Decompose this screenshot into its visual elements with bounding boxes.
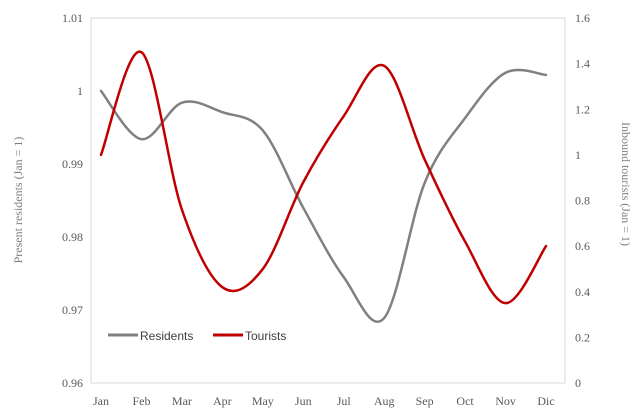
series-line-residents — [99, 68, 548, 323]
left-tick-label: 0.98 — [62, 230, 83, 244]
right-tick-label: 1.4 — [575, 57, 590, 71]
legend-label-tourists: Tourists — [245, 329, 286, 343]
series-line-tourists — [99, 50, 548, 305]
right-tick-label: 1.2 — [575, 102, 590, 116]
x-tick-label: Jan — [93, 394, 109, 408]
right-tick-label: 0 — [575, 376, 581, 390]
left-tick-label: 1 — [77, 84, 83, 98]
right-axis-ticks: 0 0.2 0.4 0.6 0.8 1 1.2 1.4 1.6 — [575, 11, 590, 390]
legend: Residents Tourists — [108, 329, 286, 343]
left-tick-label: 1.01 — [62, 11, 83, 25]
left-tick-label: 0.96 — [62, 376, 83, 390]
right-tick-label: 0.4 — [575, 285, 590, 299]
x-tick-label: Dic — [537, 394, 554, 408]
x-tick-label: Aug — [374, 394, 395, 408]
right-tick-label: 0.2 — [575, 330, 590, 344]
legend-label-residents: Residents — [140, 329, 193, 343]
left-tick-label: 0.97 — [62, 303, 83, 317]
x-tick-label: Feb — [132, 394, 150, 408]
x-tick-label: Sep — [416, 394, 434, 408]
x-tick-label: Nov — [495, 394, 516, 408]
x-tick-label: Mar — [172, 394, 192, 408]
right-tick-label: 1 — [575, 148, 581, 162]
plot-frame — [90, 17, 566, 384]
series-layer — [99, 50, 548, 323]
right-axis-title: Inbound tourists (Jan = 1) — [619, 122, 633, 246]
left-axis-ticks: 0.96 0.97 0.98 0.99 1 1.01 — [62, 11, 83, 390]
right-tick-label: 1.6 — [575, 11, 590, 25]
x-tick-label: May — [252, 394, 274, 408]
x-tick-label: Jul — [337, 394, 352, 408]
x-axis-ticks: Jan Feb Mar Apr May Jun Jul Aug Sep Oct Nov Dic — [93, 394, 555, 408]
x-tick-label: Jun — [295, 394, 312, 408]
left-tick-label: 0.99 — [62, 157, 83, 171]
left-axis-title: Present residents (Jan = 1) — [11, 137, 25, 264]
x-tick-label: Oct — [456, 394, 474, 408]
x-tick-label: Apr — [213, 394, 232, 408]
right-tick-label: 0.6 — [575, 239, 590, 253]
right-tick-label: 0.8 — [575, 194, 590, 208]
